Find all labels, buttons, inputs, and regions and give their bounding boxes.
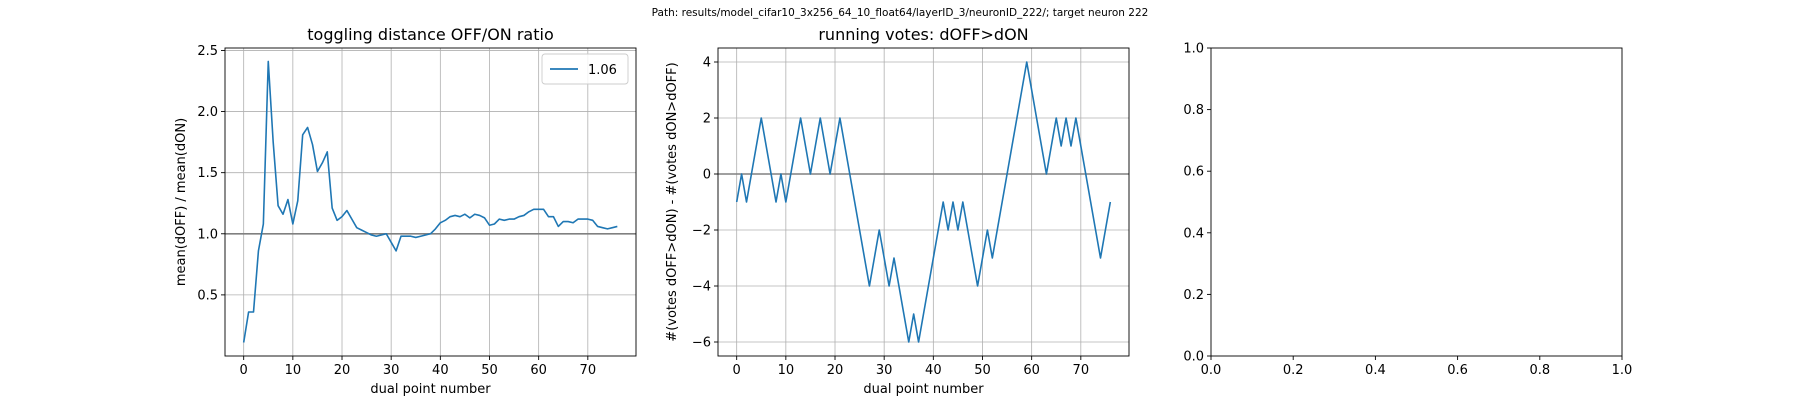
y-tick-label: 1.5 xyxy=(197,166,218,181)
y-tick-label: 2 xyxy=(703,112,711,127)
y-tick-label: 2.5 xyxy=(197,44,218,59)
x-axis-label: dual point number xyxy=(863,382,984,397)
axes-frame xyxy=(717,47,1130,357)
x-tick-label: 0.2 xyxy=(1283,363,1304,378)
x-tick-label: 10 xyxy=(778,363,795,378)
chart-title: toggling distance OFF/ON ratio xyxy=(307,25,553,44)
panel-empty: 0.0 0.2 0.4 0.6 0.8 1.0 0.0 0.2 0.4 0.6 0.8 1.0 xyxy=(1183,42,1632,379)
y-tick-label: 0.0 xyxy=(1183,350,1204,365)
panel-toggling-ratio: 0 10 20 30 40 50 60 70 0.5 1.0 1.5 2.0 2.5 toggling d… xyxy=(174,25,637,397)
legend-label: 1.06 xyxy=(588,63,617,78)
x-tick-label: 40 xyxy=(925,363,942,378)
x-tick-label: 60 xyxy=(1023,363,1040,378)
x-tick-label: 20 xyxy=(827,363,844,378)
x-tick-label: 50 xyxy=(974,363,991,378)
y-axis-label: #(votes dOFF>dON) - #(votes dON>dOFF) xyxy=(665,62,680,341)
y-tick-label: 0.5 xyxy=(197,288,218,303)
x-tick-label: 0.0 xyxy=(1201,363,1222,378)
y-tick-label: 1.0 xyxy=(1183,42,1204,57)
panel-running-votes: 0 10 20 30 40 50 60 70 −6 −4 −2 0 2 4 running votes: d… xyxy=(665,25,1130,397)
y-tick-label: 0.2 xyxy=(1183,288,1204,303)
axes-frame xyxy=(1210,47,1623,357)
y-tick-label: −2 xyxy=(692,224,711,239)
y-tick-label: 0.6 xyxy=(1183,165,1204,180)
x-tick-label: 60 xyxy=(530,363,547,378)
x-tick-label: 0.4 xyxy=(1365,363,1386,378)
x-axis-label: dual point number xyxy=(370,382,491,397)
legend-box xyxy=(541,53,629,85)
x-tick-label: 0 xyxy=(240,363,248,378)
y-tick-label: 4 xyxy=(703,56,711,71)
chart-title: running votes: dOFF>dON xyxy=(818,25,1028,44)
x-tick-label: 40 xyxy=(432,363,449,378)
x-tick-label: 30 xyxy=(876,363,893,378)
y-tick-label: 0.8 xyxy=(1183,103,1204,118)
x-tick-label: 20 xyxy=(334,363,351,378)
y-tick-label: −6 xyxy=(692,336,711,351)
series-line-1.06 xyxy=(242,60,618,343)
x-tick-label: 50 xyxy=(481,363,498,378)
y-tick-label: 2.0 xyxy=(197,105,218,120)
x-tick-label: 0.8 xyxy=(1529,363,1550,378)
y-tick-label: 0.4 xyxy=(1183,226,1204,241)
y-axis-label: mean(dOFF) / mean(dON) xyxy=(174,118,189,286)
series-line-series-0 xyxy=(735,61,1112,343)
x-tick-label: 0.6 xyxy=(1447,363,1468,378)
x-tick-label: 70 xyxy=(580,363,597,378)
y-tick-label: 1.0 xyxy=(197,227,218,242)
x-tick-label: 1.0 xyxy=(1612,363,1633,378)
y-tick-label: 0 xyxy=(703,168,711,183)
figure-suptitle: Path: results/model_cifar10_3x256_64_10_… xyxy=(652,7,1149,19)
axes-frame xyxy=(224,47,637,357)
x-tick-label: 30 xyxy=(383,363,400,378)
y-tick-label: −4 xyxy=(692,280,711,295)
x-tick-label: 70 xyxy=(1073,363,1090,378)
x-tick-label: 10 xyxy=(285,363,302,378)
x-tick-label: 0 xyxy=(733,363,741,378)
